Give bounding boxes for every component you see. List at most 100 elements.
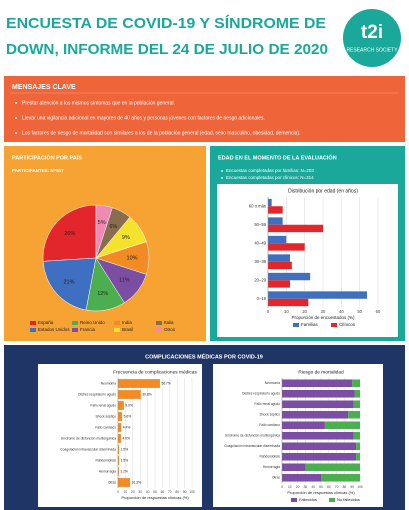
x-tick-label: 0 [281,485,283,489]
legend-swatch [156,321,162,325]
x-tick-label: 30 [304,485,308,489]
value-label: 8.0% [125,403,133,407]
section-title: EDAD EN EL MOMENTO DE LA EVALUACIÓN [218,153,337,161]
y-tick-label: Distrés respiratorio agudo [242,392,280,396]
bullet [221,170,223,172]
y-tick-label: 30–39 [254,259,266,264]
bar-segment [282,452,357,461]
chart-title: Riesgo de mortalidad [298,369,344,375]
bar [268,272,311,281]
x-tick-label: 90 [183,490,187,494]
value-label: 1.2% [120,469,128,473]
bar-segment [356,442,360,451]
legend-label: No fallecidos [337,497,360,502]
legend-label: India [122,320,132,325]
x-tick-label: 30 [321,309,326,314]
legend-label: Familias [301,322,319,327]
bar-segment [282,421,325,430]
slice-label: 10% [127,255,138,261]
slice-label: 5% [98,220,106,226]
bar-segment [282,379,353,388]
legend-swatch [331,323,337,327]
slice-label: 6% [109,224,117,230]
legend-label: Fallecidos [299,497,317,502]
y-tick-label: Distrés respiratorio agudo [78,392,116,396]
bar [118,478,131,487]
bar [268,298,309,307]
title-line: ENCUESTA DE COVID-19 Y SÍNDROME DE [6,15,326,32]
value-label: 1.5% [121,447,129,451]
y-tick-label: Shock séptico [95,414,116,418]
bar-segment [282,400,354,409]
value-label: 5.6% [124,414,132,418]
pie-slice [42,204,97,262]
y-tick-label: Fallo cardíaco [259,423,280,427]
legend-label: Brasil [122,327,133,332]
x-tick-label: 60 [376,309,381,314]
x-tick-label: 100 [189,490,195,494]
bar-segment [348,410,360,419]
value-label: 4.4% [123,425,131,429]
key-messages-panel [4,76,405,142]
pie-slice [95,204,113,259]
bar [268,224,323,233]
x-tick-label: 40 [146,490,150,494]
y-tick-label: Coagulación intravascular diseminada [224,444,280,448]
bar [118,423,122,432]
x-tick-label: 10 [288,485,292,489]
bar [118,401,124,410]
bar [118,445,120,454]
bar [268,291,367,299]
value-label: 4.0% [122,436,130,440]
bar-segment [282,473,321,482]
bar [118,412,123,421]
x-tick-label: 70 [168,490,172,494]
y-tick-label: Shock séptico [259,413,280,417]
title-line: DOWN, INFORME DEL 24 DE JULIO DE 2020 [6,41,328,58]
section-subtitle: PARTICIPANTES: N=517 [12,168,64,173]
x-tick-label: 40 [339,309,344,314]
slice-label: 26% [64,231,75,237]
legend-label: Francia [80,327,96,332]
section-title: COMPLICACIONES MÉDICAS POR COVID-19 [145,352,263,360]
legend-swatch [72,328,78,332]
legend-swatch [114,328,120,332]
legend-swatch [329,498,335,502]
bar-segment [353,400,360,409]
bar [268,235,287,244]
x-tick-label: 10 [284,309,289,314]
section-title: MENSAJES CLAVE [12,84,76,91]
legend-label: Clínicos [339,322,356,327]
legend-label: Otros [164,327,176,332]
bar [268,280,290,288]
y-tick-label: 60 o más [249,203,266,208]
slice-label: 21% [63,279,74,285]
y-tick-label: 50–59 [254,222,266,227]
bar-segment [282,463,306,472]
bar-segment [354,389,360,398]
bar-segment [353,431,360,440]
y-tick-label: Fallo renal agudo [91,403,117,407]
x-tick-label: 80 [343,485,347,489]
bar [268,198,272,207]
x-tick-label: 50 [153,490,157,494]
legend-swatch [30,321,36,325]
x-tick-label: 20 [131,490,135,494]
x-tick-label: 10 [124,490,128,494]
x-tick-label: 20 [302,309,307,314]
bullet [15,117,17,119]
bar-segment [282,431,354,440]
bar [118,467,119,476]
bar-segment [282,410,349,419]
bar-segment [352,379,360,388]
y-tick-label: Síndrome de disfunción multiorgánica [61,436,116,440]
x-tick-label: 60 [327,485,331,489]
y-tick-label: Hemorragia [99,469,116,473]
bar [118,456,120,465]
y-tick-label: Fallo renal agudo [255,402,281,406]
x-tick-label: 80 [175,490,179,494]
value-label: 1.5% [121,458,129,462]
bar [118,434,121,443]
y-tick-label: Hemorragia [263,465,280,469]
